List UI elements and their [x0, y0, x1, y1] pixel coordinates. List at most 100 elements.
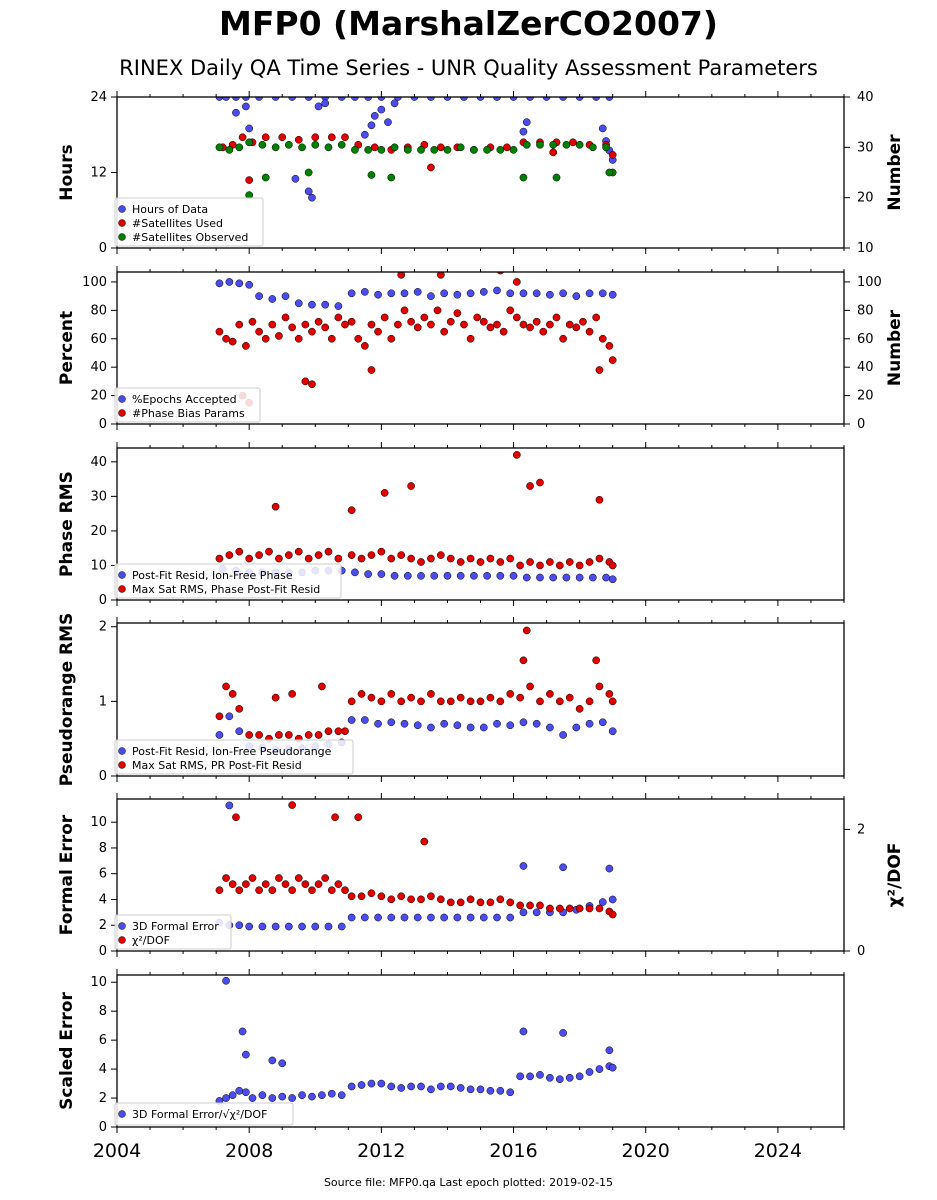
plot-frame — [116, 96, 845, 249]
data-point — [400, 913, 409, 922]
y-right-tick-label: 30 — [857, 140, 874, 155]
data-point — [318, 682, 326, 691]
data-point — [532, 719, 541, 728]
data-point — [417, 1082, 425, 1091]
data-point — [453, 913, 462, 922]
data-point — [608, 575, 617, 584]
y-tick-label: 2 — [99, 620, 107, 635]
data-point — [608, 910, 617, 919]
data-point — [334, 880, 343, 888]
data-point — [562, 573, 571, 582]
legend-marker — [118, 395, 126, 403]
data-point — [258, 1091, 267, 1100]
data-point — [235, 143, 244, 152]
panel-3: 0 10 20 30 40 Phase RMS Post-Fit Resid, Ion-Fr… — [57, 442, 845, 608]
data-point — [486, 1086, 495, 1095]
data-point — [245, 554, 254, 563]
data-point — [522, 140, 531, 149]
data-point — [284, 731, 293, 739]
data-point — [357, 690, 366, 698]
data-point — [271, 693, 280, 702]
data-point — [311, 133, 320, 142]
data-point — [370, 112, 379, 120]
data-point — [456, 898, 465, 907]
data-point — [271, 502, 280, 511]
data-point — [519, 289, 528, 298]
data-point — [453, 309, 462, 318]
y-right-tick-label: 100 — [857, 275, 882, 290]
data-point — [522, 118, 531, 127]
data-point — [496, 272, 504, 275]
data-point — [546, 723, 554, 732]
y-tick-label: 10 — [90, 815, 107, 830]
legend-marker — [118, 761, 126, 769]
data-point — [479, 317, 488, 326]
data-point — [546, 1073, 554, 1082]
data-point — [215, 712, 224, 721]
panel-2: 0 20 40 60 80 100 0 20 40 60 80 100 Percent Number %Ep… — [57, 266, 905, 432]
data-point — [436, 1082, 445, 1091]
data-point — [324, 143, 333, 152]
data-point — [341, 133, 349, 142]
data-point — [546, 290, 554, 299]
x-tick-label: 2020 — [622, 1140, 670, 1162]
data-point — [370, 143, 379, 152]
data-point — [351, 146, 359, 154]
data-point — [271, 143, 280, 152]
y-tick-label: 6 — [99, 1033, 107, 1048]
y-tick-label: 24 — [90, 90, 107, 105]
data-point — [598, 898, 607, 906]
data-point — [235, 886, 244, 895]
data-point — [222, 976, 230, 985]
data-point — [387, 913, 396, 922]
y-tick-label: 10 — [90, 975, 107, 990]
data-point — [364, 570, 372, 578]
data-point — [347, 697, 356, 706]
data-point — [261, 133, 270, 142]
data-point — [476, 1085, 485, 1094]
data-point — [294, 299, 303, 308]
data-point — [360, 913, 369, 922]
data-point — [387, 718, 396, 727]
data-point — [483, 571, 491, 580]
data-point — [493, 286, 501, 295]
data-point — [235, 704, 244, 713]
data-point — [281, 880, 290, 888]
data-point — [585, 1068, 594, 1076]
data-point — [215, 886, 224, 895]
data-point — [479, 913, 488, 922]
data-point — [536, 697, 544, 706]
data-point — [427, 163, 435, 172]
data-point — [598, 718, 607, 727]
data-point — [278, 133, 287, 142]
data-point — [446, 317, 455, 326]
data-point — [575, 140, 584, 149]
data-point — [555, 904, 564, 913]
data-point — [268, 1094, 277, 1102]
data-point — [327, 1089, 336, 1098]
y-right-tick-label: 20 — [857, 389, 874, 404]
data-point — [602, 143, 610, 152]
data-point — [479, 288, 488, 296]
data-point — [235, 727, 244, 736]
data-point — [232, 813, 240, 822]
data-point — [235, 921, 244, 930]
data-point — [245, 280, 254, 289]
data-point — [298, 922, 306, 931]
data-point — [225, 551, 234, 559]
data-point — [466, 723, 475, 732]
data-point — [288, 886, 296, 895]
data-point — [486, 323, 495, 332]
data-point — [308, 1092, 316, 1101]
data-point — [215, 327, 224, 336]
data-point — [397, 272, 406, 279]
legend-box — [114, 387, 261, 423]
data-point — [288, 323, 296, 332]
data-point — [417, 895, 425, 904]
data-point — [417, 558, 425, 566]
data-point — [496, 571, 505, 580]
data-point — [337, 922, 346, 931]
data-point — [268, 320, 277, 329]
legend-label: #Phase Bias Params — [132, 407, 245, 420]
